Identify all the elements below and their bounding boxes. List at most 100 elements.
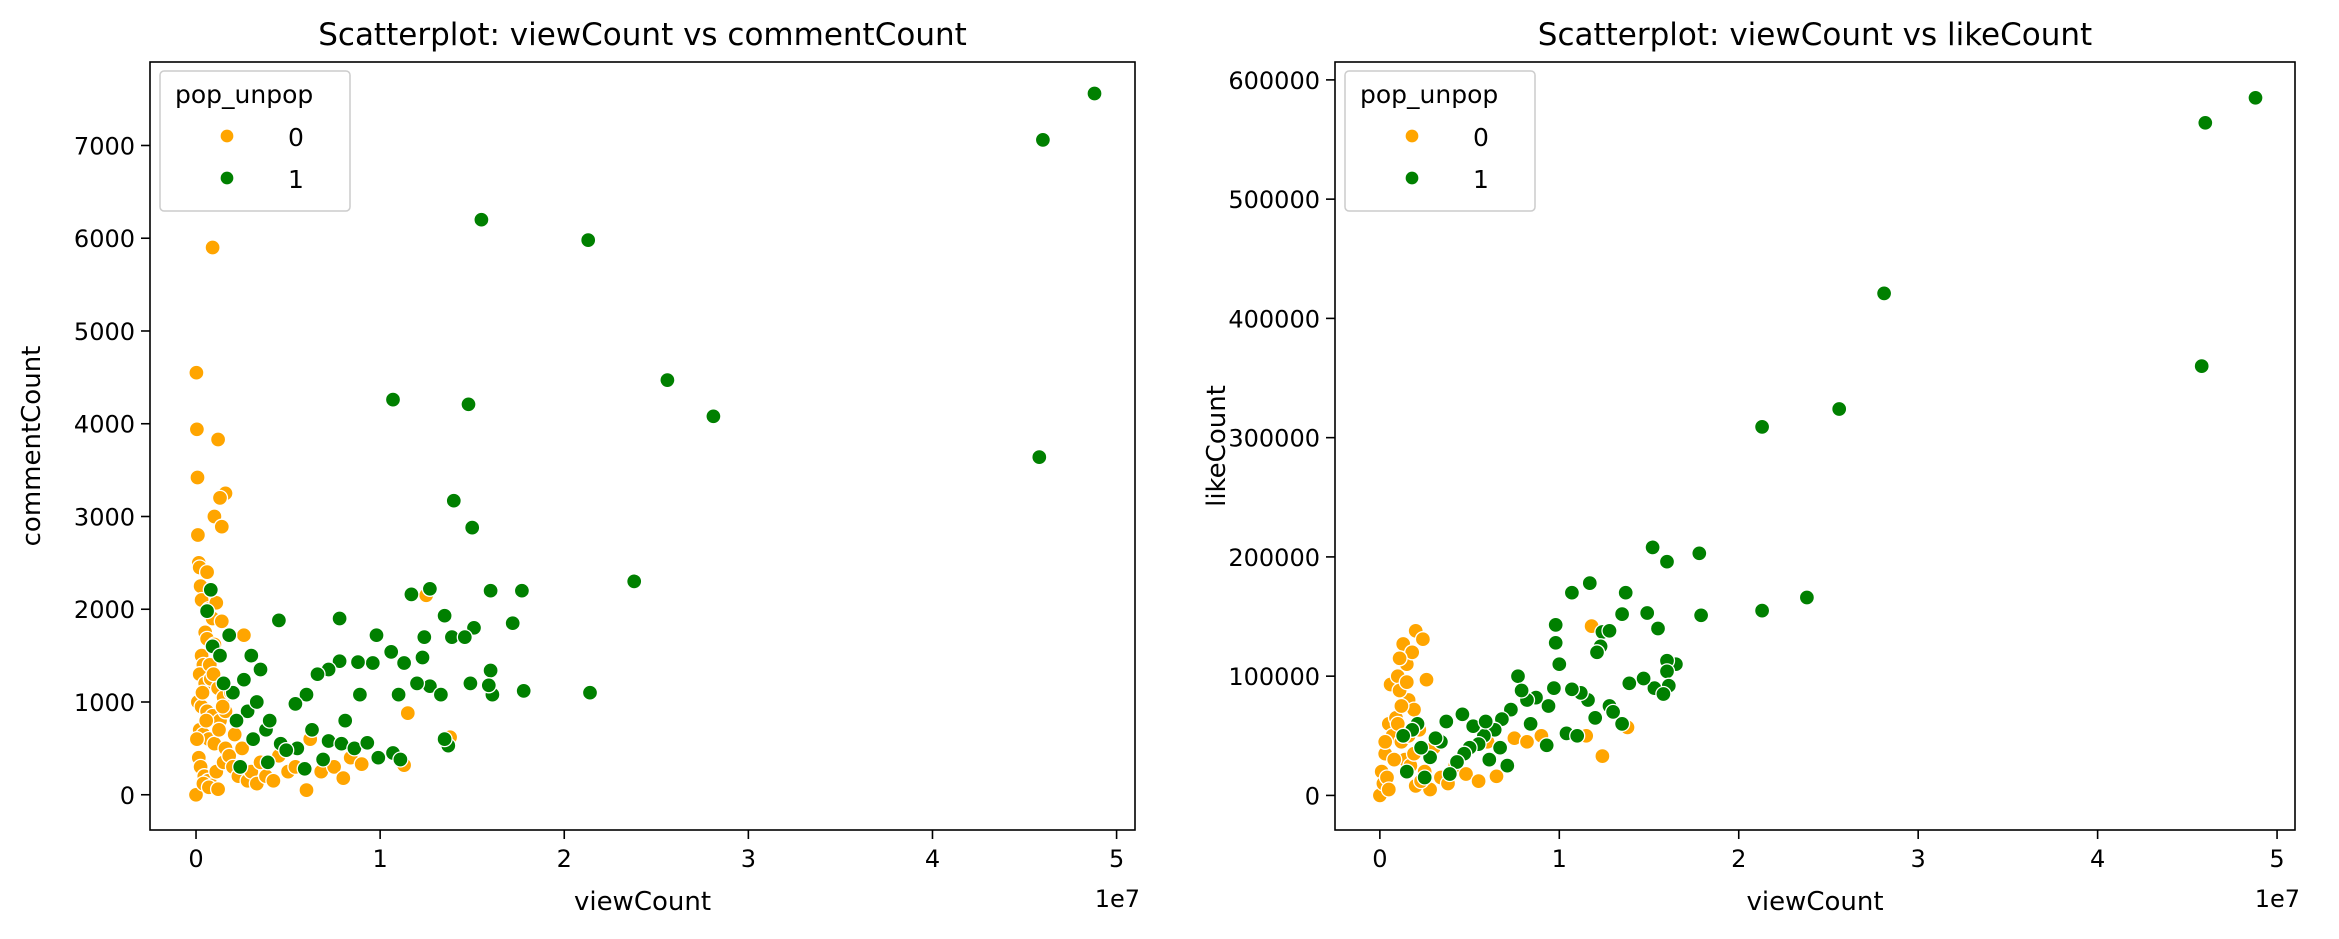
axis-ticks: 0 1 2 3 4 5 0 1000 2000 3000 4000 5000 6000 7000 [74,132,1124,873]
legend-label-0: 0 [1473,123,1489,152]
point-0-82 [205,666,222,683]
point-0-80 [198,712,215,729]
point-0-11 [1418,671,1435,688]
point-0-9 [204,239,221,256]
y-tick-label-7: 7000 [74,132,135,160]
x-tick-label-4: 4 [925,845,940,873]
x-tick-label-3: 3 [1911,845,1926,873]
point-1-30 [581,684,599,701]
point-1-66 [244,730,262,748]
point-0-83 [210,721,228,738]
x-offset-label: 1e7 [2255,885,2300,913]
point-1-48 [211,647,229,664]
point-0-10 [1414,631,1432,648]
point-1-68 [1412,739,1430,756]
legend-box [1344,70,1536,212]
point-1-38 [298,686,315,703]
point-1-34 [1551,656,1568,673]
point-1-70 [1477,713,1494,730]
point-0-69 [399,704,416,722]
point-1-61 [1522,715,1539,733]
point-0-15 [198,563,216,581]
point-1-71 [1513,682,1530,699]
point-1-27 [1621,675,1638,692]
point-1-7 [705,408,722,425]
point-1-10 [1617,584,1634,601]
point-1-2 [1875,285,1893,302]
point-1-69 [1441,765,1458,783]
point-1-6 [659,371,676,389]
point-1-75 [436,730,453,748]
point-1-7 [1691,545,1708,562]
plot-frame [149,61,1136,831]
point-1-54 [303,721,321,738]
point-1-13 [513,582,531,599]
point-1-4 [384,391,402,408]
point-1-1 [2197,114,2214,131]
y-tick-label-4: 400000 [1228,305,1320,333]
x-tick-label-3: 3 [741,845,756,873]
point-0-58 [265,772,282,789]
y-tick-label-6: 6000 [74,225,135,253]
scatter-panel-comment: Scatterplot: viewCount vs commentCount v… [17,17,1140,917]
y-tick-label-0: 0 [1305,782,1320,810]
point-1-67 [259,754,276,771]
point-1-73 [359,734,376,751]
point-1-36 [1540,697,1557,715]
legend-box [159,70,351,212]
chart-title: Scatterplot: viewCount vs likeCount [1538,17,2092,53]
point-1-21 [416,628,433,646]
point-1-13 [1692,607,1710,624]
legend-label-0: 0 [288,123,304,152]
point-1-9 [445,492,462,509]
point-0-39 [1386,751,1403,768]
point-1-62 [1538,737,1555,754]
legend-label-1: 1 [288,165,304,194]
legend-marker-1 [1404,170,1420,186]
y-axis-label: commentCount [17,346,47,547]
y-tick-label-5: 5000 [74,318,135,346]
point-1-69 [296,760,313,777]
point-1-79 [261,712,278,729]
point-1-3 [2193,357,2210,375]
axis-ticks: 0 1 2 3 4 5 0 100000 200000 300000 400000 500000 600… [1228,67,2284,873]
point-1-72 [1547,634,1564,651]
y-axis-label: likeCount [1202,385,1232,507]
point-1-3 [580,231,597,249]
x-tick-label-2: 2 [557,845,572,873]
point-1-61 [408,675,426,692]
x-axis-label: viewCount [574,887,711,917]
legend-marker-1 [219,170,235,186]
point-1-0 [1086,85,1103,102]
point-1-34 [349,653,367,671]
legend-label-1: 1 [1473,165,1489,194]
point-0-62 [298,781,315,799]
y-tick-label-2: 2000 [74,596,135,624]
point-1-27 [462,675,479,692]
point-1-68 [278,742,295,759]
point-1-11 [1563,584,1581,601]
point-1-15 [403,586,420,603]
point-0-66 [335,769,352,787]
x-tick-label-1: 1 [372,845,387,873]
y-tick-label-0: 0 [120,782,135,810]
point-1-65 [1587,709,1604,727]
point-1-60 [1499,757,1516,774]
point-1-33 [1563,681,1581,698]
point-1-12 [421,580,439,597]
point-1-26 [482,662,499,679]
point-1-35 [331,653,348,670]
point-1-39 [287,695,304,713]
data-points [1371,89,2264,804]
y-tick-label-5: 500000 [1228,186,1320,214]
y-tick-label-4: 4000 [74,411,135,439]
point-1-15 [1798,589,1816,606]
point-1-56 [337,712,354,729]
point-1-19 [504,615,521,632]
point-1-52 [1416,769,1433,786]
point-0-12 [211,489,229,507]
point-1-74 [1655,685,1672,703]
point-1-23 [1658,663,1676,680]
point-0-14 [213,518,230,535]
point-1-65 [232,758,249,776]
